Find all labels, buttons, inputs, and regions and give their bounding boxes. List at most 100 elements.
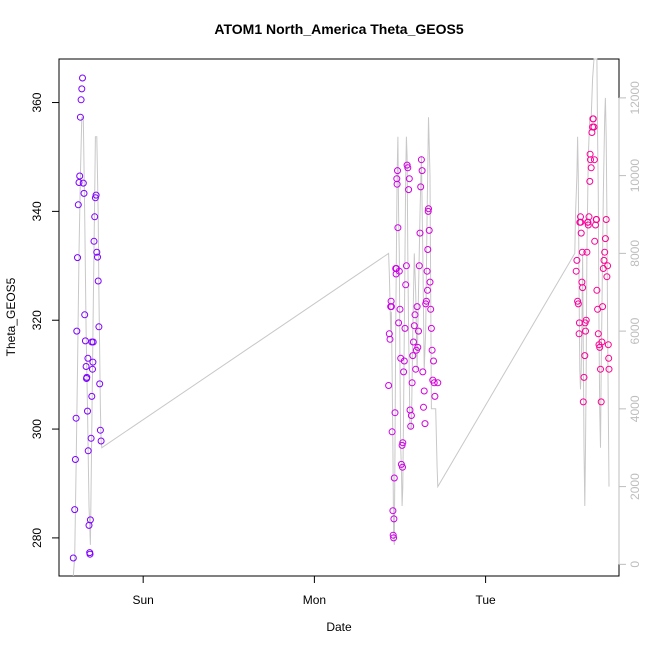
data-point [594, 330, 602, 338]
y-right-tick-label: 10000 [628, 159, 642, 193]
data-point [94, 277, 102, 285]
y-tick-label: 280 [30, 528, 44, 548]
data-point [585, 213, 593, 221]
data-point [389, 531, 397, 539]
data-point [88, 338, 96, 346]
data-point [422, 300, 430, 308]
data-point [589, 115, 597, 123]
data-point [605, 354, 613, 362]
data-point [82, 363, 90, 370]
chart-title: ATOM1 North_America Theta_GEOS5 [214, 21, 463, 37]
data-point [604, 341, 612, 349]
data-point [88, 392, 96, 400]
data-point [417, 156, 425, 164]
data-point [582, 327, 589, 335]
y-right-tick-label: 4000 [628, 395, 642, 422]
data-point [390, 474, 398, 482]
data-point [403, 161, 411, 169]
data-point [582, 316, 590, 324]
y-tick-label: 300 [30, 419, 44, 439]
x-axis: Sun Mon Tue [132, 575, 496, 607]
data-point [76, 113, 84, 121]
data-point [404, 164, 412, 172]
data-point [415, 327, 422, 335]
data-point [402, 281, 410, 289]
data-point [94, 253, 101, 261]
data-point [416, 229, 424, 237]
data-point [413, 303, 421, 311]
data-point [387, 297, 395, 305]
data-point [573, 256, 581, 264]
data-point [410, 322, 418, 330]
data-point [407, 412, 415, 419]
data-point [408, 379, 416, 387]
data-point [386, 335, 394, 343]
altitude-layer [72, 58, 610, 577]
data-point [389, 507, 397, 515]
data-point [419, 368, 427, 376]
data-point [430, 379, 438, 387]
data-point [86, 516, 94, 524]
data-point [76, 172, 84, 180]
data-point [81, 337, 89, 345]
data-point [81, 311, 89, 319]
data-point [421, 420, 429, 428]
data-point [583, 248, 591, 256]
data-point [395, 319, 403, 327]
data-point [425, 205, 432, 213]
data-point [597, 365, 604, 373]
data-point [427, 305, 435, 313]
data-point [587, 164, 595, 172]
data-point [586, 177, 594, 185]
data-point [427, 324, 435, 332]
plot-frame [58, 58, 620, 577]
data-point [405, 186, 413, 194]
data-point [402, 262, 410, 270]
data-point [430, 357, 437, 365]
data-point [74, 254, 81, 262]
data-point [91, 194, 99, 202]
y-axis-left: 280 300 320 340 360 [30, 92, 60, 548]
data-point [422, 297, 430, 305]
x-tick-label: Sun [132, 593, 153, 607]
x-tick-label: Mon [303, 593, 326, 607]
y-axis-right: 0 2000 4000 6000 8000 10000 12000 [618, 81, 642, 568]
data-point [73, 327, 81, 335]
data-point [80, 189, 88, 197]
data-point [96, 380, 104, 388]
data-point [396, 305, 404, 313]
data-point [398, 441, 406, 449]
data-point [394, 224, 402, 232]
data-point [431, 392, 439, 400]
points-layer [69, 74, 613, 562]
data-point [593, 216, 600, 223]
data-point [391, 409, 399, 417]
data-point [581, 352, 589, 360]
data-point [572, 267, 580, 275]
data-point [395, 267, 403, 275]
data-point [426, 278, 434, 286]
data-point [91, 213, 99, 221]
data-point [590, 156, 598, 164]
data-point [409, 352, 417, 360]
data-point [411, 311, 419, 319]
data-point [388, 428, 396, 436]
data-point [394, 167, 401, 175]
data-point [69, 554, 77, 562]
data-point [93, 248, 101, 256]
data-point [75, 179, 83, 186]
y-tick-label: 360 [30, 92, 44, 112]
data-point [418, 167, 426, 175]
data-point [89, 365, 96, 373]
x-tick-label: Tue [475, 593, 496, 607]
data-point [72, 414, 80, 422]
y-tick-label: 320 [30, 310, 44, 330]
data-point [574, 297, 582, 305]
data-point [71, 456, 79, 463]
y-right-tick-label: 6000 [628, 317, 642, 344]
data-point [603, 273, 611, 281]
data-point [575, 330, 583, 338]
data-point [71, 506, 79, 514]
data-point [420, 387, 428, 395]
data-point [580, 373, 588, 381]
